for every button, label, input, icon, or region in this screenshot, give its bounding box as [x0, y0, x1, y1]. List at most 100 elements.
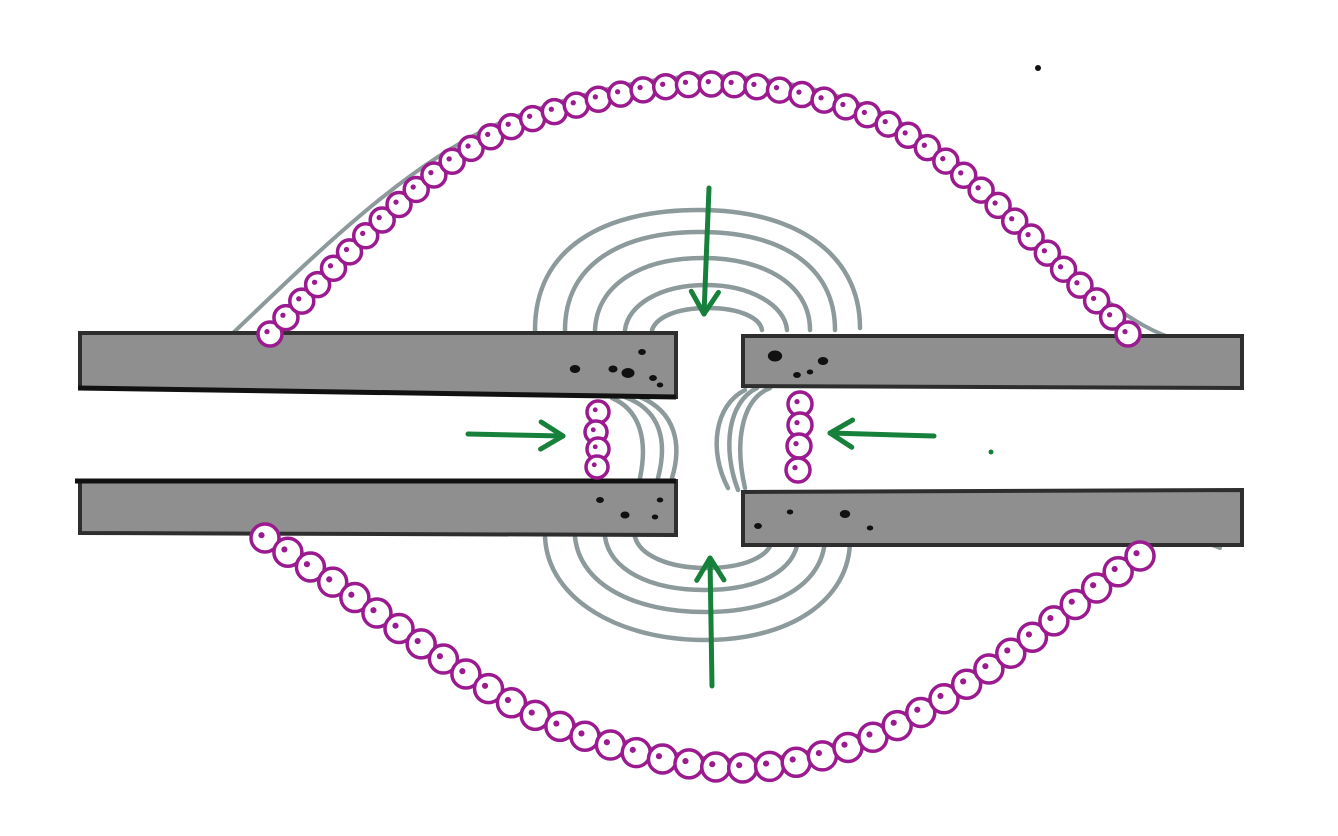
circle-cell-icon [881, 709, 913, 742]
circle-cell-icon [472, 672, 505, 705]
arrow-icon-up [694, 555, 727, 689]
bone-speck [608, 365, 618, 373]
circle-cell-icon [351, 222, 380, 250]
circle-cell-icon [1098, 303, 1127, 331]
circle-cell-icon [1049, 255, 1078, 283]
circle-cell-icon [853, 101, 882, 129]
circle-cell-icon [913, 133, 942, 162]
circle-cell-icon [1102, 556, 1134, 588]
bone-lower-left [78, 479, 678, 538]
circle-cell-icon [646, 743, 679, 775]
field-line [572, 534, 828, 615]
circle-cell-icon [594, 729, 627, 761]
arrow-icon-right [465, 419, 566, 452]
circle-cell-icon [995, 637, 1027, 670]
field-line [592, 255, 813, 333]
circle-cell-icon [402, 175, 430, 204]
circle-cell-icon [780, 746, 812, 779]
field-line [562, 229, 838, 333]
circle-cell-icon [699, 751, 732, 783]
circle-cell-icon [562, 91, 591, 119]
circle-cell-icon [620, 736, 653, 769]
bone-speck [866, 525, 874, 531]
field-line [727, 385, 760, 493]
circle-cell-icon [319, 254, 348, 282]
bone-lower-right [741, 487, 1244, 547]
bone-speck [793, 372, 801, 378]
bone-upper-right [741, 334, 1244, 391]
field-line [622, 394, 665, 481]
arrow-icon-left [827, 417, 937, 450]
circle-cell-icon [316, 566, 349, 598]
circle-cell-icon [420, 161, 448, 189]
circle-cell-icon [967, 176, 995, 204]
field-line [609, 395, 646, 481]
circle-cell-icon [294, 551, 327, 583]
circle-cell-icon [753, 750, 786, 783]
bone-speck [839, 510, 851, 518]
arrow-icon-down [688, 185, 721, 317]
bone-speck [817, 357, 829, 365]
circle-cell-icon [1016, 621, 1049, 653]
bone-specks [569, 349, 874, 531]
circle-cell-icon [950, 668, 983, 700]
circle-cell-icon [651, 72, 680, 101]
bone-speck [620, 511, 630, 519]
circle-cell-icon [405, 628, 437, 660]
circle-cell-icon [743, 73, 771, 101]
circle-cell-icon [1114, 320, 1142, 348]
bone-speck [767, 350, 783, 362]
bone-speck [596, 497, 604, 503]
bone-speck [806, 369, 814, 375]
bone-segments [75, 331, 1244, 547]
stray-dot-green [988, 449, 994, 455]
circle-cell-icon [973, 653, 1005, 685]
circle-cell-icon [673, 748, 705, 780]
field-line [602, 534, 801, 593]
circle-cell-icon [1080, 572, 1113, 604]
circle-cell-icon [335, 238, 364, 266]
field-line [532, 207, 863, 333]
circle-cell-icon [584, 85, 613, 114]
bone-speck [656, 382, 664, 388]
bone-speck [638, 349, 646, 355]
circle-cell-icon [361, 597, 393, 629]
circle-cell-icon [606, 80, 635, 108]
circle-cell-icon [806, 740, 839, 772]
circle-cell-icon [894, 121, 922, 149]
field-line [637, 394, 679, 481]
field-line [542, 534, 853, 643]
circle-cell-icon [427, 643, 460, 675]
circle-cell-icon [1000, 207, 1029, 235]
circle-cell-icon [629, 76, 657, 104]
stray-dot [1035, 65, 1041, 71]
bone-speck [754, 523, 762, 529]
circle-cell-icon [495, 687, 528, 719]
bone-speck [651, 514, 659, 520]
circle-cell-icon [383, 612, 415, 645]
callus-outline [230, 73, 1222, 763]
field-line [714, 387, 748, 491]
medullary-line-upper [77, 385, 677, 400]
circle-cell-icon [810, 86, 838, 114]
circle-cell-icon [457, 134, 485, 163]
circle-cell-icon [1059, 588, 1092, 621]
circle-cell-icon [339, 581, 371, 614]
circle-cell-icon [1082, 287, 1111, 315]
bone-speck [656, 497, 664, 503]
circle-cell-icon [932, 147, 960, 175]
circle-cell-icon [720, 71, 748, 99]
circle-cell-icon [256, 320, 284, 348]
circle-cell-icon [497, 112, 525, 141]
circle-cell-icon [272, 303, 300, 332]
circle-cell-icon [928, 683, 960, 715]
circle-cell-icon [984, 191, 1012, 220]
circle-cell-icon [674, 70, 703, 99]
circle-cell-icon [785, 432, 813, 460]
circle-cell-icon [726, 752, 759, 784]
circle-cell-icon [438, 147, 466, 175]
arrows [465, 185, 937, 689]
circle-cell-icon [450, 658, 482, 690]
circle-cell-icon [368, 206, 396, 234]
